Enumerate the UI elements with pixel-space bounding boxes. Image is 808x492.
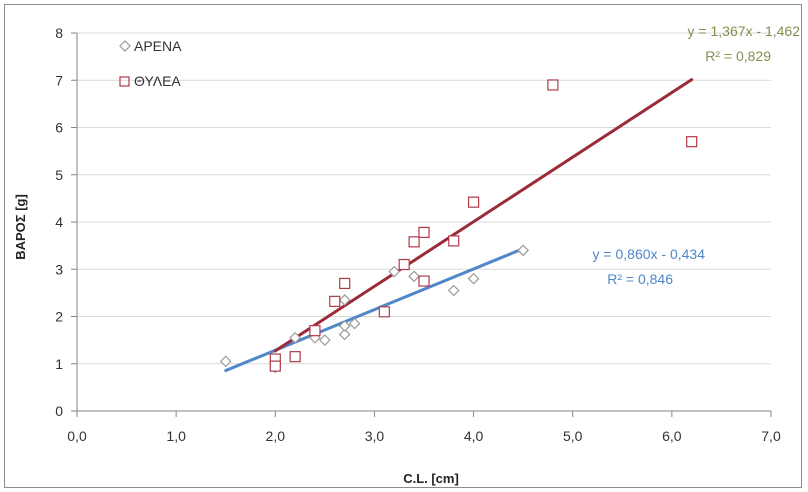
x-tick-label: 4,0 [464, 428, 484, 444]
x-tick-label: 0,0 [67, 428, 87, 444]
grid-lines [77, 32, 771, 365]
chart-frame: 0,0 1,0 2,0 3,0 4,0 5,0 6,0 7,0 0 1 2 3 4 5 6 7 8 C.L. … [4, 4, 802, 488]
thylea-trend-annotation: y = 1,367x - 1,462 R² = 0,829 [688, 23, 801, 64]
data-point-diamond [319, 334, 331, 346]
thylea-r2: R² = 0,829 [705, 48, 771, 64]
legend-diamond-marker [119, 40, 131, 52]
legend-label-arena: ΑΡΕΝΑ [134, 38, 182, 54]
data-point-square [339, 277, 351, 290]
trendline-series-1 [273, 78, 694, 353]
data-point-diamond [338, 328, 351, 341]
data-point-square [467, 196, 480, 208]
data-point-diamond [338, 320, 351, 332]
y-tick-label: 0 [55, 403, 63, 419]
data-point-diamond [348, 317, 361, 330]
data-point-square [378, 306, 390, 318]
data-point-square [309, 325, 321, 337]
x-tick-label: 6,0 [662, 428, 682, 444]
data-point-square [269, 360, 281, 372]
data-point-diamond [408, 270, 420, 283]
data-point-square [686, 136, 698, 148]
thylea-equation: y = 1,367x - 1,462 [688, 23, 801, 39]
arena-equation: y = 0,860x - 0,434 [593, 246, 706, 262]
data-point-diamond [467, 272, 480, 285]
y-tick-label: 5 [55, 167, 63, 183]
data-points [219, 79, 698, 374]
axes [71, 32, 772, 417]
data-point-diamond [289, 331, 301, 344]
x-tick-labels: 0,0 1,0 2,0 3,0 4,0 5,0 6,0 7,0 [67, 428, 781, 444]
arena-trend-annotation: y = 0,860x - 0,434 R² = 0,846 [593, 246, 706, 287]
y-tick-label: 4 [55, 214, 63, 230]
data-point-square [418, 275, 430, 287]
data-point-diamond [338, 294, 351, 306]
x-tick-label: 3,0 [365, 428, 385, 444]
y-tick-label: 3 [55, 261, 63, 277]
x-tick-label: 5,0 [563, 428, 583, 444]
legend-item-arena: ΑΡΕΝΑ [119, 38, 182, 54]
legend: ΑΡΕΝΑ ΘΥΛΕΑ [119, 38, 182, 89]
y-tick-label: 8 [55, 25, 63, 41]
y-tick-label: 7 [55, 72, 63, 88]
data-point-square [547, 79, 559, 91]
trendline-series-0 [224, 247, 525, 373]
y-axis-label: ΒΑΡΟΣ [g] [13, 194, 28, 260]
y-tick-label: 1 [55, 356, 63, 372]
scatter-chart: 0,0 1,0 2,0 3,0 4,0 5,0 6,0 7,0 0 1 2 3 4 5 6 7 8 C.L. … [13, 23, 801, 486]
data-point-diamond [517, 244, 529, 257]
legend-label-thylea: ΘΥΛΕΑ [134, 73, 181, 89]
data-point-square [289, 351, 301, 363]
data-point-square [398, 258, 410, 271]
legend-square-marker [119, 76, 130, 87]
x-tick-label: 1,0 [166, 428, 186, 444]
data-point-diamond [219, 355, 232, 368]
legend-item-thylea: ΘΥΛΕΑ [119, 73, 181, 89]
y-tick-label: 6 [55, 120, 63, 136]
trendlines [224, 78, 694, 373]
y-tick-label: 2 [55, 309, 63, 325]
arena-r2: R² = 0,846 [607, 271, 673, 287]
data-point-square [418, 226, 430, 238]
data-point-square [329, 295, 341, 307]
x-axis-label: C.L. [cm] [403, 471, 459, 486]
x-tick-label: 2,0 [266, 428, 286, 444]
data-point-square [408, 236, 420, 248]
x-tick-label: 7,0 [761, 428, 781, 444]
data-point-square [448, 235, 460, 247]
data-point-diamond [447, 284, 460, 297]
data-point-diamond [388, 265, 401, 278]
y-tick-labels: 0 1 2 3 4 5 6 7 8 [55, 25, 63, 419]
